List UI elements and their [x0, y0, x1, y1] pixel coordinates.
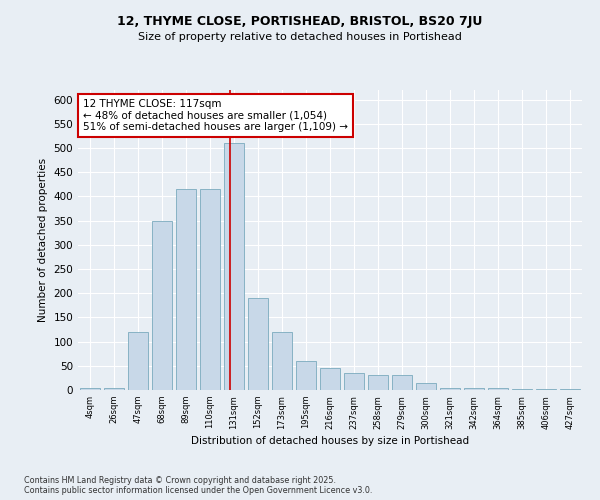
Bar — [464, 388, 484, 390]
Bar — [104, 388, 124, 390]
Bar — [224, 143, 244, 390]
Text: 12, THYME CLOSE, PORTISHEAD, BRISTOL, BS20 7JU: 12, THYME CLOSE, PORTISHEAD, BRISTOL, BS… — [118, 15, 482, 28]
Bar — [200, 189, 220, 390]
Text: Size of property relative to detached houses in Portishead: Size of property relative to detached ho… — [138, 32, 462, 42]
Bar — [296, 361, 316, 390]
Bar — [152, 220, 172, 390]
Bar — [416, 382, 436, 390]
Bar — [344, 373, 364, 390]
Bar — [272, 332, 292, 390]
Bar — [320, 368, 340, 390]
Bar — [392, 376, 412, 390]
Y-axis label: Number of detached properties: Number of detached properties — [38, 158, 48, 322]
X-axis label: Distribution of detached houses by size in Portishead: Distribution of detached houses by size … — [191, 436, 469, 446]
Bar — [536, 388, 556, 390]
Bar — [368, 376, 388, 390]
Bar — [488, 388, 508, 390]
Bar — [512, 388, 532, 390]
Bar — [560, 388, 580, 390]
Bar — [80, 388, 100, 390]
Bar — [440, 388, 460, 390]
Text: 12 THYME CLOSE: 117sqm
← 48% of detached houses are smaller (1,054)
51% of semi-: 12 THYME CLOSE: 117sqm ← 48% of detached… — [83, 99, 348, 132]
Bar — [248, 298, 268, 390]
Text: Contains HM Land Registry data © Crown copyright and database right 2025.
Contai: Contains HM Land Registry data © Crown c… — [24, 476, 373, 495]
Bar — [176, 189, 196, 390]
Bar — [128, 332, 148, 390]
